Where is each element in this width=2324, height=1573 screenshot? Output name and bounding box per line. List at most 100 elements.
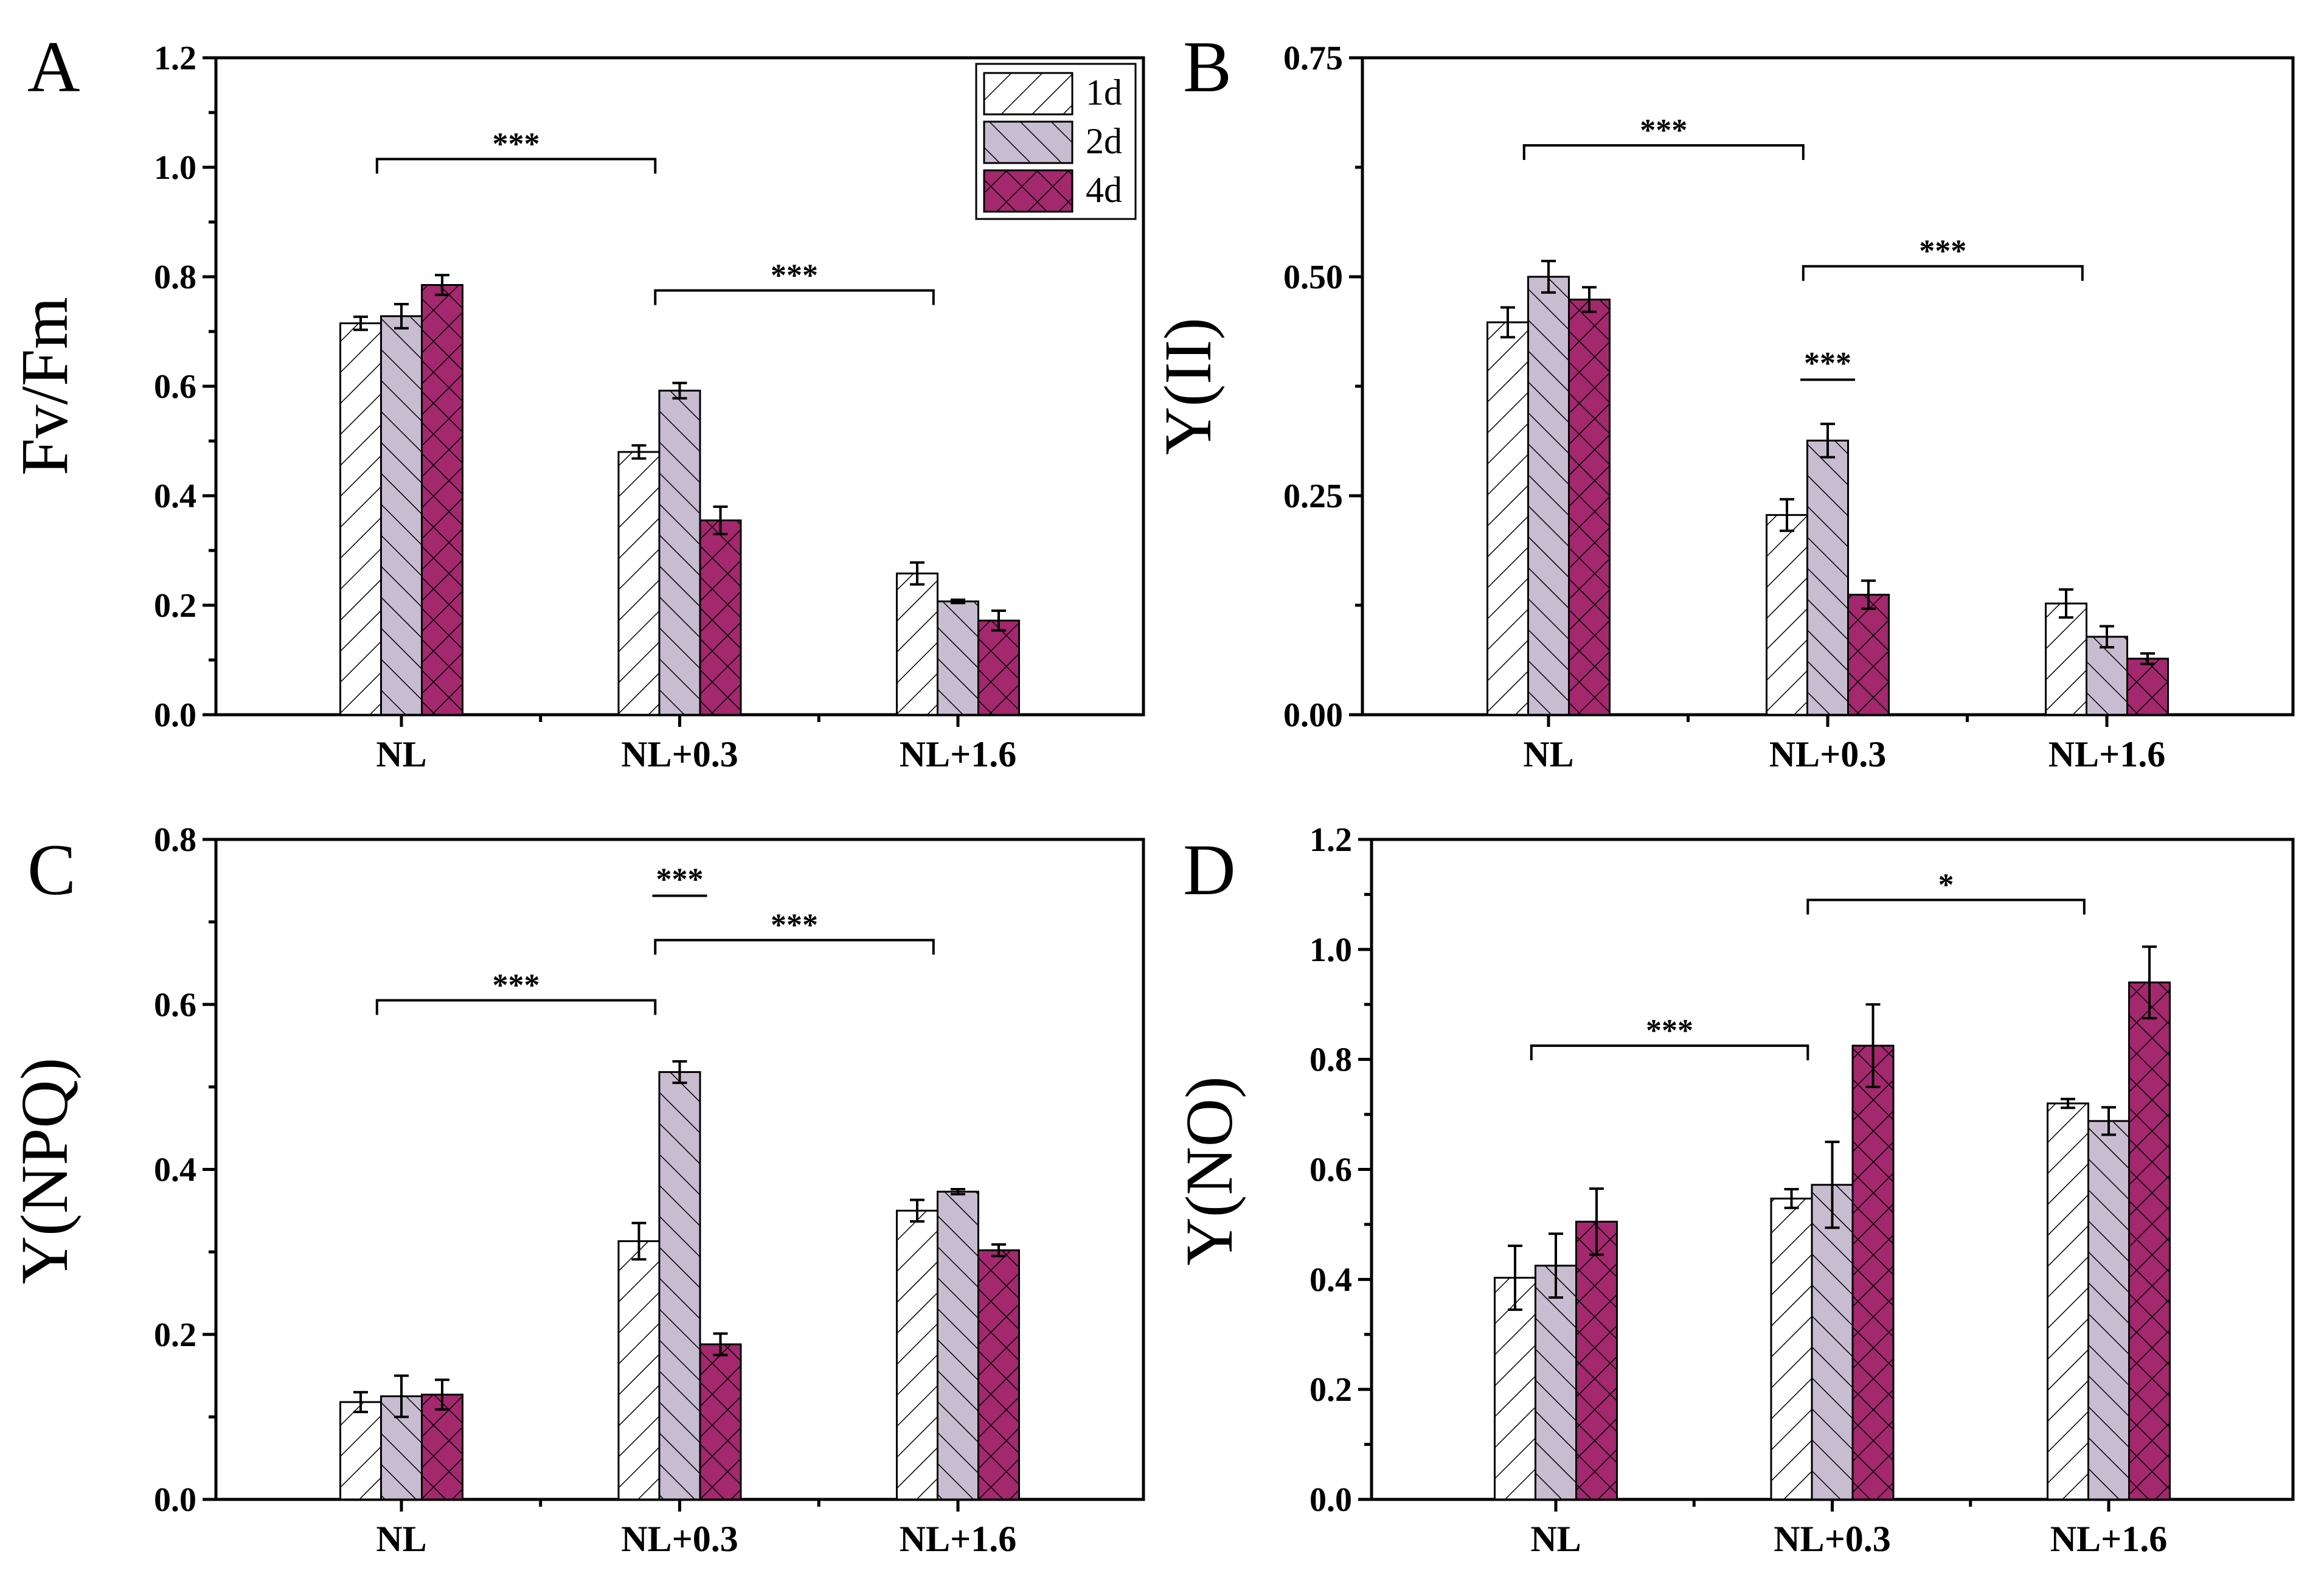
y-tick-label: 1.0	[1309, 931, 1352, 969]
bar-2d-NL+0.3	[658, 1071, 701, 1501]
panel-b: B Y(II) 0.00 0.25 0.50 0.75 NL NL+0.3 NL+1.6 *** *…	[1151, 26, 2295, 774]
significance-label: ***	[656, 863, 704, 897]
bar-2d-NL+1.6	[2086, 636, 2128, 716]
significance-label: ***	[1804, 346, 1851, 381]
y-tick-label: 0.75	[1283, 40, 1343, 77]
panel-a: A Fv/Fm 0.0 0.2 0.4 0.6 0.8 1.0 1.2 NL NL+0.3 NL+1.…	[7, 26, 1145, 774]
bar-1d-NL	[339, 322, 382, 716]
bar-2d-NL+1.6	[937, 1190, 979, 1501]
y-axis-label: Y(NO)	[1172, 1076, 1246, 1266]
panel-letter: B	[1183, 26, 1232, 107]
x-tick-label: NL+0.3	[1769, 734, 1887, 774]
bar-2d-NL+1.6	[937, 600, 979, 716]
bar-4d-NL+0.3	[699, 1343, 742, 1501]
significance-label: ***	[1919, 234, 1966, 269]
y-tick-label: 0.4	[154, 477, 196, 515]
bar-4d-NL	[421, 284, 463, 716]
bar-1d-NL+1.6	[2045, 602, 2087, 716]
y-tick-label: 0.2	[1309, 1371, 1352, 1409]
significance-label: ***	[1640, 113, 1687, 148]
significance-label: ***	[771, 908, 818, 942]
legend-label: 1d	[1086, 72, 1122, 113]
bar-2d-NL+1.6	[2087, 1120, 2130, 1501]
bar-4d-NL	[1575, 1220, 1618, 1501]
legend-label: 2d	[1086, 121, 1122, 161]
y-tick-label: 0.6	[154, 368, 196, 406]
y-axis-label: Y(NPQ)	[7, 1058, 82, 1285]
panel-letter: A	[27, 26, 80, 107]
legend-swatch-2d	[983, 120, 1074, 164]
y-tick-label: 0.25	[1283, 477, 1343, 515]
significance-label: ***	[493, 127, 540, 162]
legend-label: 4d	[1086, 170, 1122, 210]
bar-4d-NL+1.6	[977, 619, 1020, 716]
y-tick-label: 0.8	[154, 259, 196, 296]
bar-1d-NL	[1494, 1277, 1536, 1501]
y-tick-label: 0.8	[1309, 1041, 1352, 1079]
y-tick-label: 1.2	[154, 40, 196, 77]
x-tick-label: NL+1.6	[2050, 1519, 2168, 1559]
significance-label: ***	[493, 968, 540, 1002]
bar-4d-NL+1.6	[2128, 981, 2171, 1501]
bar-1d-NL+0.3	[1766, 514, 1808, 716]
y-tick-label: 0.4	[1309, 1261, 1352, 1299]
y-tick-label: 0.00	[1283, 696, 1343, 734]
x-tick-label: NL	[1530, 1519, 1581, 1559]
y-tick-label: 0.50	[1283, 259, 1343, 296]
bar-4d-NL+0.3	[699, 519, 742, 716]
significance-label: ***	[771, 259, 818, 293]
bar-2d-NL+0.3	[1811, 1184, 1854, 1501]
significance-bracket	[1530, 1044, 1809, 1061]
bar-1d-NL+1.6	[896, 572, 938, 716]
bar-1d-NL+1.6	[2047, 1102, 2089, 1501]
bar-1d-NL+0.3	[617, 451, 661, 716]
significance-bracket	[1522, 144, 1805, 160]
y-tick-label: 0.6	[154, 986, 196, 1024]
y-tick-label: 0.0	[154, 696, 196, 734]
x-tick-label: NL+0.3	[621, 734, 738, 774]
significance-label: *	[1938, 867, 1954, 902]
panel-letter: C	[27, 829, 76, 910]
panel-letter: D	[1183, 829, 1236, 910]
x-tick-label: NL+0.3	[1774, 1519, 1891, 1559]
panel-d: D Y(NO) 0.0 0.2 0.4 0.6 0.8 1.0 1.2 NL NL+0.3 NL+1.…	[1172, 821, 2295, 1559]
y-tick-label: 1.2	[1309, 821, 1352, 859]
legend-swatch-4d	[983, 169, 1074, 213]
x-tick-label: NL+1.6	[2048, 734, 2166, 774]
bar-2d-NL+0.3	[658, 389, 701, 716]
x-tick-label: NL+1.6	[900, 1519, 1017, 1559]
y-tick-label: 0.0	[1309, 1481, 1352, 1519]
significance-bracket	[654, 939, 935, 955]
significance-bracket	[1806, 898, 2086, 915]
y-axis-label: Y(II)	[1151, 318, 1225, 455]
significance-bracket	[375, 999, 657, 1015]
bar-2d-NL	[380, 315, 423, 716]
bar-1d-NL	[1486, 321, 1529, 716]
x-tick-label: NL+1.6	[900, 734, 1017, 774]
y-tick-label: 1.0	[154, 149, 196, 187]
x-tick-label: NL+0.3	[621, 1519, 738, 1559]
bar-4d-NL+0.3	[1847, 594, 1890, 716]
bar-1d-NL+0.3	[1770, 1197, 1813, 1501]
panel-c: C Y(NPQ) 0.0 0.2 0.4 0.6 0.8 NL NL+0.3 NL+1.6 *** *…	[7, 821, 1145, 1559]
y-tick-label: 0.2	[154, 587, 196, 625]
x-tick-label: NL	[1523, 734, 1573, 774]
bar-4d-NL+1.6	[977, 1249, 1020, 1501]
bar-4d-NL+0.3	[1851, 1044, 1895, 1501]
bar-2d-NL	[1527, 276, 1570, 716]
bar-1d-NL+0.3	[617, 1240, 661, 1501]
legend-swatch-1d	[983, 72, 1074, 116]
x-tick-label: NL	[376, 1519, 426, 1559]
significance-label: ***	[1646, 1013, 1693, 1048]
bar-1d-NL+1.6	[896, 1209, 938, 1501]
bar-1d-NL	[339, 1401, 382, 1501]
significance-bracket	[1802, 265, 2084, 281]
x-tick-label: NL	[376, 734, 426, 774]
significance-bracket	[375, 158, 657, 174]
bar-2d-NL+0.3	[1806, 439, 1849, 716]
legend: 1d 2d 4d	[975, 63, 1137, 220]
y-axis-label: Fv/Fm	[7, 297, 82, 475]
bar-4d-NL+1.6	[2126, 658, 2169, 716]
bar-2d-NL	[1535, 1265, 1577, 1501]
